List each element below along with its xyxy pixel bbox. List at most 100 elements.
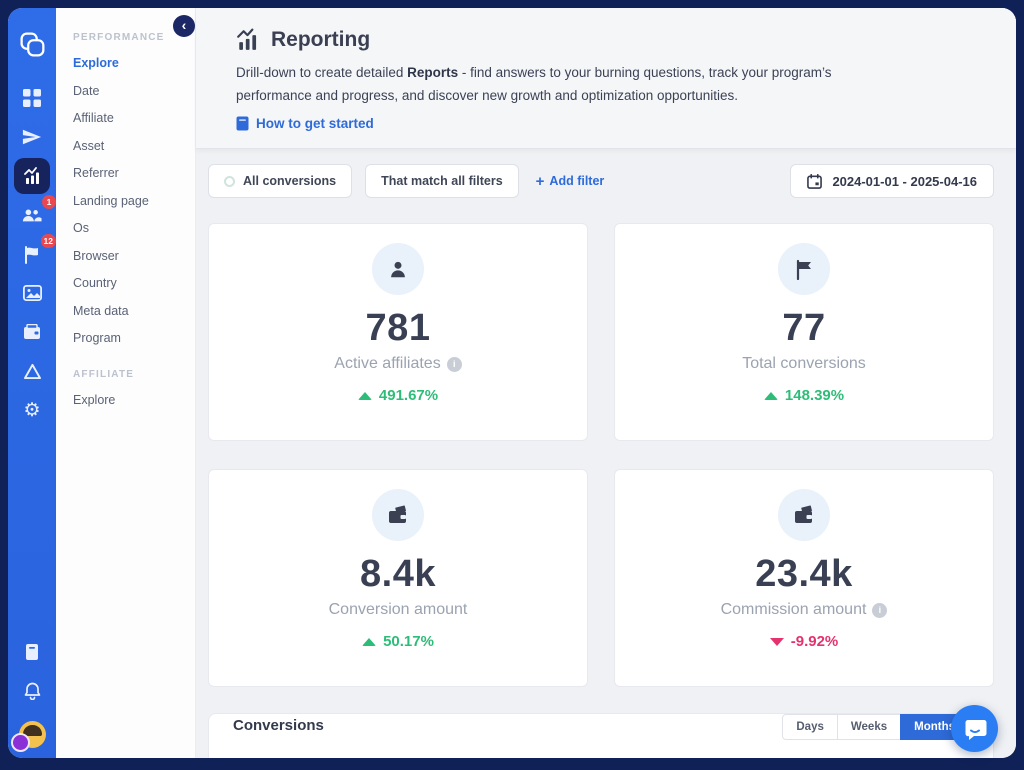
page-header: Reporting Drill-down to create detailed …	[196, 8, 1016, 149]
flag-badge: 12	[40, 234, 56, 248]
circle-outline-icon	[224, 175, 235, 187]
stat-card-total-conversions: 77 Total conversions 148.39%	[614, 223, 994, 441]
stat-delta: 148.39%	[615, 387, 993, 404]
trend-up-icon	[357, 391, 372, 400]
info-icon[interactable]: i	[872, 602, 888, 618]
trend-up-icon	[763, 391, 778, 400]
stats-grid: 781 Active affiliates i 491.67% 77	[208, 223, 994, 687]
description-bold: Reports	[407, 65, 459, 80]
tab-days[interactable]: Days	[782, 714, 838, 740]
trend-up-icon	[362, 637, 377, 646]
image-icon	[22, 285, 42, 301]
grid-icon	[23, 89, 41, 107]
wallet-icon	[795, 504, 814, 523]
icon-rail: 1 12	[8, 8, 56, 758]
sidebar-item-country[interactable]: Country	[73, 276, 117, 290]
scope-filter-label: All conversions	[243, 174, 337, 188]
wallet-icon	[389, 504, 408, 523]
conversions-section: Conversions Days Weeks Months	[208, 713, 994, 758]
sidebar-item-asset[interactable]: Asset	[73, 138, 105, 153]
sidebar-item-browser[interactable]: Browser	[73, 248, 119, 263]
dashboard-nav-button[interactable]	[14, 80, 50, 116]
stat-label-text: Active affiliates	[334, 355, 441, 372]
plus-icon: +	[535, 172, 545, 190]
date-range-value: 2024-01-01 - 2025-04-16	[832, 173, 977, 189]
sidebar-heading-performance: PERFORMANCE	[73, 32, 165, 43]
app-window: 1 12	[8, 8, 1016, 758]
sidebar-item-explore[interactable]: Explore	[73, 56, 119, 70]
sidebar-heading-affiliate: AFFILIATE	[73, 368, 135, 380]
integrations-nav-button[interactable]	[14, 353, 50, 389]
stat-value: 8.4k	[360, 553, 436, 595]
stat-card-commission-amount: 23.4k Commission amount i -9.92%	[614, 469, 994, 687]
stat-delta: -9.92%	[615, 633, 993, 650]
add-filter-button[interactable]: + Add filter	[536, 173, 605, 190]
stat-icon-circle	[778, 243, 830, 295]
stat-label-text: Total conversions	[742, 355, 866, 372]
link-label: How to get started	[256, 116, 374, 131]
sidebar-item-meta-data[interactable]: Meta data	[73, 303, 129, 318]
sidebar-collapse-button[interactable]: ‹	[173, 15, 195, 37]
description-text-2: - find answers to your burning questions…	[236, 65, 832, 103]
sidebar-item-referrer[interactable]: Referrer	[73, 166, 119, 180]
flag-nav-button[interactable]: 12	[14, 234, 56, 272]
stat-delta: 491.67%	[209, 387, 587, 404]
docs-nav-button[interactable]	[14, 634, 50, 670]
tab-weeks[interactable]: Weeks	[836, 714, 902, 740]
calendar-icon	[807, 173, 823, 189]
stat-delta-value: 50.17%	[383, 633, 434, 650]
settings-nav-button[interactable]: ⚙	[14, 392, 50, 428]
user-avatar[interactable]	[10, 721, 46, 752]
paper-plane-icon	[22, 129, 42, 145]
sidebar-item-affiliate[interactable]: Affiliate	[73, 111, 114, 125]
how-to-get-started-link[interactable]: How to get started	[236, 116, 374, 131]
trend-down-icon	[769, 637, 784, 646]
stat-icon-circle	[778, 489, 830, 541]
stat-label: Total conversions	[615, 355, 993, 373]
brand-logo-icon[interactable]	[14, 26, 50, 62]
stat-delta-value: 491.67%	[378, 387, 439, 404]
flag-icon	[25, 245, 38, 264]
period-tab-group: Days Weeks Months	[782, 714, 969, 740]
triangle-icon	[23, 363, 41, 379]
users-group-icon	[22, 209, 42, 221]
info-icon[interactable]: i	[446, 356, 462, 372]
sidebar-item-program[interactable]: Program	[73, 331, 121, 345]
reporting-nav-button[interactable]	[14, 158, 50, 194]
chat-icon	[964, 719, 986, 740]
stat-value: 781	[365, 307, 431, 349]
match-filter-label: That match all filters	[381, 174, 503, 188]
stat-label: Active affiliates i	[209, 355, 587, 373]
person-icon	[391, 261, 405, 278]
flag-icon	[796, 259, 811, 280]
description-text: Drill-down to create detailed	[236, 65, 408, 80]
main-content: Reporting Drill-down to create detailed …	[196, 8, 1016, 758]
sidebar-item-os[interactable]: Os	[73, 221, 89, 235]
gear-icon: ⚙	[23, 399, 41, 421]
stat-delta-value: -9.92%	[790, 633, 839, 650]
avatar-status-badge	[10, 733, 30, 752]
date-range-picker[interactable]: 2024-01-01 - 2025-04-16	[790, 164, 994, 198]
page-description: Drill-down to create detailed Reports - …	[236, 61, 874, 107]
affiliates-nav-button[interactable]: 1	[14, 195, 56, 233]
match-filter-button[interactable]: That match all filters	[365, 164, 519, 198]
notifications-button[interactable]	[14, 673, 50, 709]
stat-label-text: Commission amount	[720, 601, 867, 618]
bar-chart-icon	[23, 166, 39, 184]
stat-value: 77	[782, 307, 826, 349]
stat-label: Conversion amount	[209, 601, 587, 619]
bell-icon	[24, 682, 40, 700]
stat-card-conversion-amount: 8.4k Conversion amount 50.17%	[208, 469, 588, 687]
logo-icon	[20, 32, 45, 57]
chat-widget-button[interactable]	[951, 705, 998, 752]
sidebar-item-affiliate-explore[interactable]: Explore	[73, 392, 116, 407]
wallet-icon	[24, 324, 40, 339]
scope-filter-button[interactable]: All conversions	[208, 164, 353, 198]
sidebar-item-landing-page[interactable]: Landing page	[73, 193, 149, 208]
campaigns-nav-button[interactable]	[14, 119, 50, 155]
assets-nav-button[interactable]	[14, 275, 50, 311]
add-filter-label: Add filter	[549, 174, 605, 188]
payouts-nav-button[interactable]	[14, 314, 50, 350]
stat-delta-value: 148.39%	[784, 387, 845, 404]
sidebar-item-date[interactable]: Date	[73, 83, 100, 98]
